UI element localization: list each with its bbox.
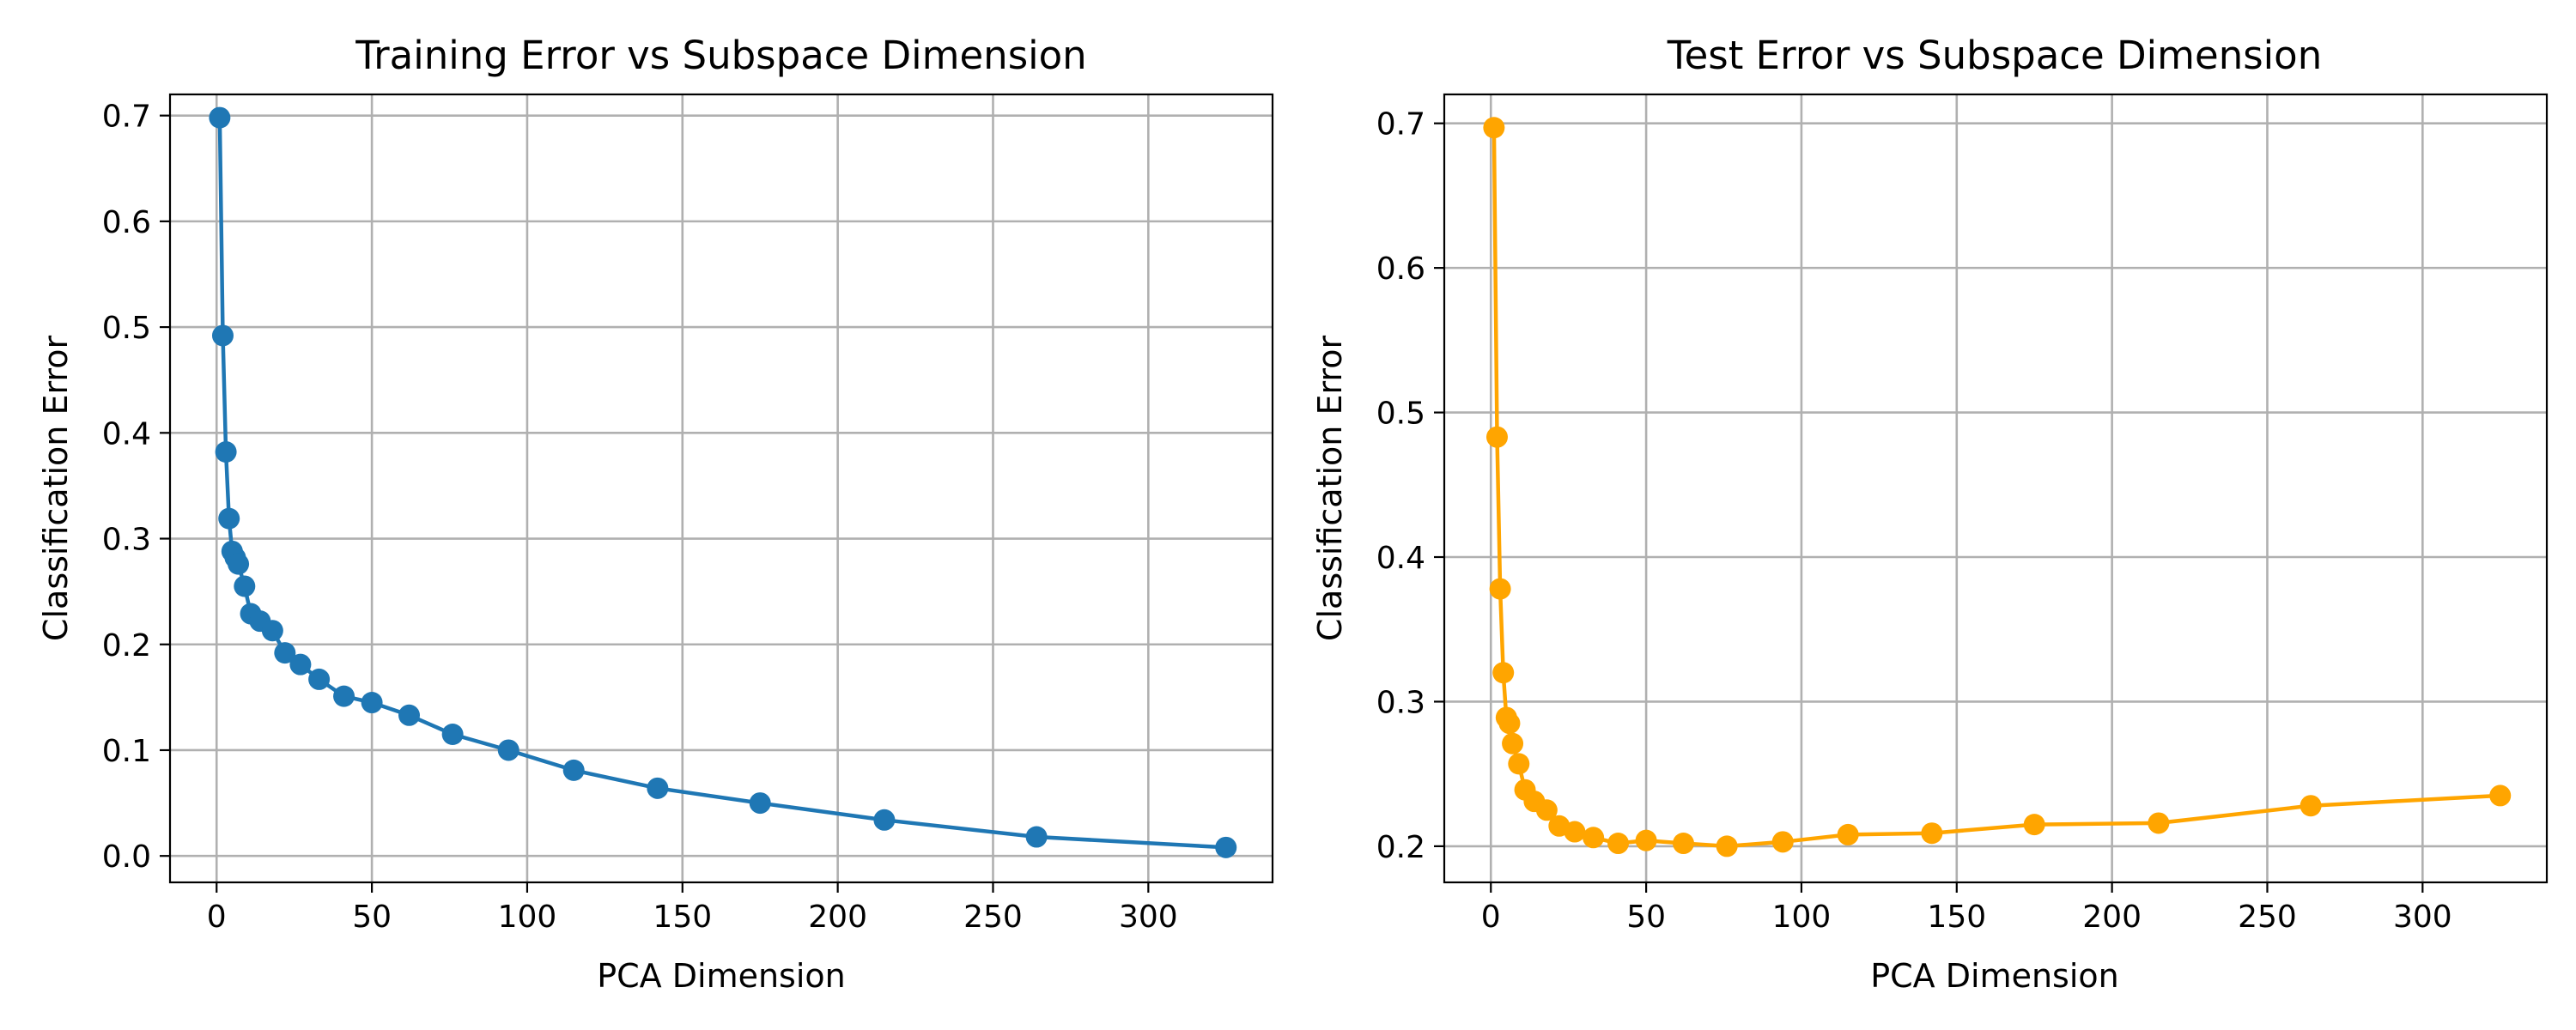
test-error-chart: Test Error vs Subspace Dimension 0 50 100 1… (1311, 33, 2549, 995)
y-tick-label: 0.2 (102, 628, 151, 663)
chart-title: Training Error vs Subspace Dimension (355, 33, 1086, 78)
data-point (1502, 732, 1524, 754)
data-point (1485, 426, 1508, 448)
axis-ticks: 0 50 100 150 200 250 300 0.0 0.1 0.2 0.3 0.4 0.5 0.6 0… (102, 100, 1178, 935)
training-error-chart: Training Error vs Subspace Dimension 0 50… (37, 33, 1274, 995)
y-tick-label: 0.6 (102, 205, 151, 240)
data-point (1483, 117, 1505, 139)
x-tick-label: 150 (1927, 900, 1986, 935)
data-point (1498, 712, 1521, 735)
data-point (289, 653, 312, 676)
y-tick-label: 0.0 (102, 839, 151, 875)
data-point (398, 704, 421, 726)
y-tick-label: 0.7 (1376, 107, 1425, 142)
data-point (647, 777, 669, 799)
data-point (1635, 829, 1657, 851)
data-point (361, 692, 383, 714)
data-point (1921, 822, 1943, 845)
y-tick-label: 0.7 (102, 100, 151, 135)
x-tick-label: 250 (2238, 900, 2297, 935)
y-tick-label: 0.3 (102, 523, 151, 558)
data-point (211, 324, 234, 347)
data-point (1716, 835, 1738, 857)
plot-area-frame (168, 93, 1274, 884)
x-tick-label: 50 (1626, 900, 1666, 935)
data-point (873, 809, 896, 831)
data-point (749, 792, 771, 815)
data-point (261, 620, 283, 642)
y-tick-label: 0.5 (1376, 397, 1425, 432)
data-point (1583, 827, 1605, 849)
data-point (1837, 823, 1859, 845)
data-point (1508, 753, 1530, 775)
data-point (2489, 785, 2512, 807)
data-point (308, 668, 331, 690)
data-point (2023, 814, 2045, 836)
data-point (1771, 831, 1794, 853)
data-series (209, 106, 1237, 858)
data-point (274, 642, 296, 664)
x-tick-label: 0 (207, 900, 227, 935)
data-series (1483, 117, 2512, 857)
data-point (1492, 662, 1515, 684)
grid (1444, 94, 2547, 882)
x-tick-label: 200 (808, 900, 867, 935)
y-axis-label: Classification Error (1311, 336, 1349, 642)
data-point (1673, 833, 1695, 855)
data-point (1025, 826, 1048, 848)
plot-area-frame (1443, 93, 2549, 884)
data-point (215, 440, 237, 463)
data-point (441, 723, 464, 745)
data-point (1607, 833, 1630, 855)
y-axis-label: Classification Error (37, 336, 75, 642)
data-point (2300, 795, 2322, 817)
data-point (218, 507, 240, 530)
data-point (1535, 799, 1558, 821)
x-axis-label: PCA Dimension (597, 957, 846, 995)
x-tick-label: 300 (1119, 900, 1178, 935)
chart-title: Test Error vs Subspace Dimension (1667, 33, 2322, 78)
x-tick-label: 0 (1481, 900, 1501, 935)
x-tick-label: 50 (352, 900, 392, 935)
y-tick-label: 0.2 (1376, 830, 1425, 865)
data-point (228, 553, 250, 575)
x-tick-label: 100 (498, 900, 557, 935)
data-point (1489, 578, 1511, 600)
y-tick-label: 0.5 (102, 311, 151, 346)
x-axis-label: PCA Dimension (1870, 957, 2119, 995)
y-tick-label: 0.1 (102, 734, 151, 769)
x-tick-label: 250 (963, 900, 1023, 935)
y-tick-label: 0.4 (1376, 541, 1425, 576)
x-tick-label: 100 (1772, 900, 1832, 935)
data-point (497, 739, 519, 761)
data-point (333, 685, 355, 707)
x-tick-label: 200 (2082, 900, 2142, 935)
y-tick-label: 0.6 (1376, 251, 1425, 287)
data-point (234, 575, 256, 597)
y-tick-label: 0.3 (1376, 685, 1425, 720)
data-point (209, 106, 231, 129)
x-tick-label: 150 (653, 900, 712, 935)
grid (170, 94, 1273, 882)
data-point (1215, 836, 1237, 858)
axis-ticks: 0 50 100 150 200 250 300 0.2 0.3 0.4 0.5 0.6 0.7 (1376, 107, 2452, 935)
y-tick-label: 0.4 (102, 416, 151, 451)
data-point (562, 759, 585, 781)
data-point (2148, 812, 2170, 834)
data-point (1564, 821, 1586, 843)
x-tick-label: 300 (2393, 900, 2452, 935)
